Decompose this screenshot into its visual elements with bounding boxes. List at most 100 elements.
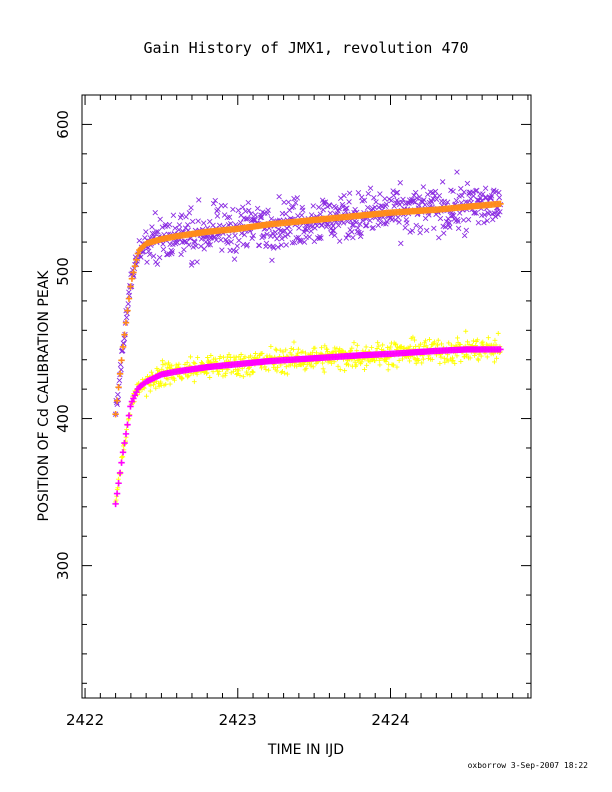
data-point	[488, 195, 494, 201]
data-point	[196, 197, 202, 203]
data-point	[325, 349, 330, 354]
data-point	[204, 370, 209, 376]
data-point	[443, 218, 450, 225]
data-point	[250, 232, 256, 239]
data-point	[125, 301, 131, 307]
data-point	[481, 219, 487, 226]
fit-point	[121, 331, 128, 338]
data-point	[388, 197, 395, 204]
data-point	[243, 216, 249, 222]
data-point	[383, 201, 390, 207]
data-point	[258, 214, 265, 221]
data-point	[194, 371, 200, 377]
fit-point	[115, 384, 122, 391]
data-point	[310, 364, 316, 370]
data-point	[441, 355, 447, 361]
data-point	[419, 360, 425, 366]
data-point	[296, 225, 302, 231]
data-point	[454, 216, 461, 223]
series-1-fit	[112, 346, 504, 508]
data-point	[270, 243, 276, 250]
data-point	[244, 369, 250, 375]
data-point	[353, 219, 359, 225]
series-layer	[112, 169, 504, 508]
data-point	[186, 210, 193, 216]
data-point	[204, 370, 210, 376]
data-point	[294, 195, 301, 201]
data-point	[148, 382, 154, 388]
data-point	[412, 199, 418, 205]
data-point	[365, 190, 372, 197]
data-point	[217, 354, 223, 359]
data-point	[449, 342, 454, 348]
data-point	[242, 354, 248, 360]
data-point	[181, 246, 187, 253]
series-1-points	[113, 328, 503, 505]
data-point	[436, 192, 443, 199]
data-point	[402, 225, 408, 231]
data-point	[380, 342, 386, 348]
data-point	[488, 193, 495, 199]
data-point	[455, 218, 461, 225]
data-point	[494, 355, 500, 361]
data-point	[376, 216, 383, 222]
data-point	[151, 382, 156, 388]
data-point	[115, 391, 121, 398]
fit-point	[119, 343, 127, 351]
data-point	[365, 204, 371, 211]
data-point	[149, 230, 156, 237]
data-point	[340, 220, 347, 226]
data-point	[439, 341, 444, 347]
data-point	[200, 220, 207, 226]
data-point	[471, 338, 476, 344]
data-point	[154, 261, 161, 267]
data-point	[374, 346, 380, 351]
data-point	[282, 233, 288, 239]
data-point	[172, 225, 178, 231]
data-point	[472, 353, 477, 358]
data-point	[335, 222, 342, 229]
data-point	[249, 369, 255, 374]
data-point	[152, 209, 158, 216]
data-point	[449, 358, 455, 364]
data-point	[263, 367, 269, 372]
data-point	[172, 377, 177, 383]
data-point	[412, 356, 418, 362]
data-point	[244, 371, 250, 377]
data-point	[378, 203, 384, 209]
data-point	[474, 337, 480, 343]
data-point	[240, 374, 246, 380]
data-point	[281, 199, 287, 206]
fit-point	[119, 449, 127, 456]
fit-point	[121, 439, 128, 447]
data-point	[266, 367, 272, 373]
data-point	[495, 330, 501, 336]
data-point	[404, 220, 410, 226]
data-point	[226, 233, 232, 240]
data-point	[416, 194, 423, 200]
y-tick-label-400: 400	[54, 404, 72, 433]
data-point	[150, 253, 157, 259]
data-point	[329, 227, 336, 234]
fit-point	[125, 412, 133, 419]
data-point	[126, 292, 133, 299]
fit-point	[115, 480, 122, 487]
data-point	[149, 224, 155, 230]
data-point	[256, 242, 263, 249]
data-point	[478, 353, 484, 359]
data-point	[420, 356, 426, 362]
data-point	[234, 371, 240, 376]
data-point	[114, 401, 120, 407]
data-point	[212, 197, 218, 204]
data-point	[295, 346, 301, 352]
data-point	[223, 370, 229, 376]
data-point	[322, 343, 328, 349]
data-point	[248, 211, 254, 217]
data-point	[445, 216, 451, 222]
data-point	[369, 345, 375, 350]
data-point	[176, 222, 183, 228]
data-point	[352, 359, 358, 365]
data-point	[457, 342, 463, 347]
data-point	[319, 222, 325, 228]
